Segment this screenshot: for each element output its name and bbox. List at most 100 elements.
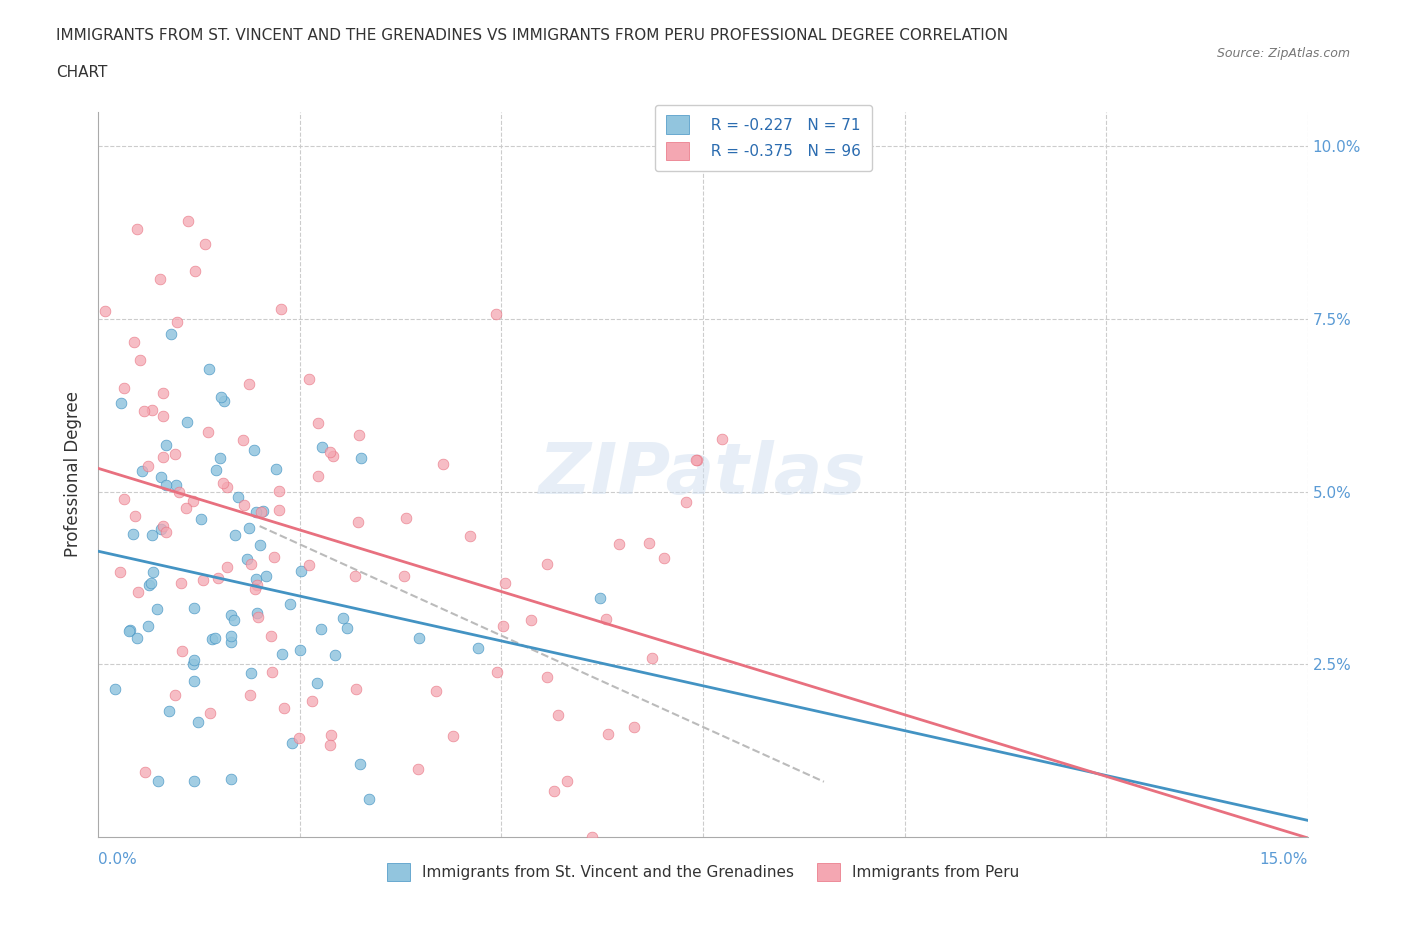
Point <box>157 704 180 719</box>
Point <box>183 601 205 616</box>
Point <box>197 424 219 439</box>
Point <box>136 618 159 633</box>
Point <box>232 432 254 447</box>
Point <box>245 505 267 520</box>
Point <box>155 478 177 493</box>
Point <box>194 236 217 251</box>
Point <box>108 565 131 579</box>
Point <box>125 631 148 645</box>
Point <box>547 707 569 722</box>
Point <box>675 494 697 509</box>
Point <box>128 352 150 367</box>
Point <box>652 551 675 565</box>
Point <box>319 738 342 753</box>
Point <box>686 452 709 467</box>
Point <box>596 726 619 741</box>
Point <box>460 529 482 544</box>
Point <box>152 450 174 465</box>
Point <box>332 611 354 626</box>
Point <box>240 666 263 681</box>
Text: 0.0%: 0.0% <box>98 852 138 867</box>
Point <box>311 622 333 637</box>
Point <box>138 458 160 473</box>
Point <box>557 774 579 789</box>
Y-axis label: Professional Degree: Professional Degree <box>65 392 83 557</box>
Point <box>212 476 235 491</box>
Point <box>623 720 645 735</box>
Point <box>167 485 190 499</box>
Point <box>200 705 222 720</box>
Point <box>249 538 271 552</box>
Point <box>166 314 188 329</box>
Point <box>637 535 659 550</box>
Point <box>125 221 148 236</box>
Point <box>246 605 269 620</box>
Point <box>209 451 232 466</box>
Point <box>204 631 226 645</box>
Point <box>138 578 160 592</box>
Point <box>322 448 344 463</box>
Point <box>307 469 329 484</box>
Point <box>118 623 141 638</box>
Point <box>323 647 346 662</box>
Point <box>240 557 263 572</box>
Point <box>301 694 323 709</box>
Point <box>172 644 194 658</box>
Point <box>149 522 172 537</box>
Point <box>177 213 200 228</box>
Point <box>252 503 274 518</box>
Point <box>710 432 733 446</box>
Point <box>122 334 145 349</box>
Text: IMMIGRANTS FROM ST. VINCENT AND THE GRENADINES VS IMMIGRANTS FROM PERU PROFESSIO: IMMIGRANTS FROM ST. VINCENT AND THE GREN… <box>56 28 1008 43</box>
Point <box>187 715 209 730</box>
Point <box>319 445 342 459</box>
Point <box>245 572 267 587</box>
Point <box>239 687 262 702</box>
Text: 15.0%: 15.0% <box>1260 852 1308 867</box>
Point <box>321 728 343 743</box>
Point <box>160 327 183 342</box>
Point <box>121 526 143 541</box>
Point <box>307 416 329 431</box>
Point <box>536 670 558 684</box>
Point <box>536 557 558 572</box>
Point <box>215 480 238 495</box>
Point <box>207 571 229 586</box>
Point <box>432 457 454 472</box>
Point <box>267 502 290 517</box>
Point <box>485 665 508 680</box>
Point <box>146 773 169 788</box>
Point <box>131 464 153 479</box>
Point <box>191 573 214 588</box>
Text: CHART: CHART <box>56 65 108 80</box>
Point <box>392 568 415 583</box>
Point <box>395 511 418 525</box>
Point <box>238 521 260 536</box>
Point <box>176 415 198 430</box>
Point <box>336 620 359 635</box>
Point <box>305 675 328 690</box>
Point <box>217 560 239 575</box>
Point <box>134 403 156 418</box>
Point <box>249 505 271 520</box>
Point <box>209 390 232 405</box>
Point <box>169 576 191 591</box>
Legend: Immigrants from St. Vincent and the Grenadines, Immigrants from Peru: Immigrants from St. Vincent and the Gren… <box>381 857 1025 887</box>
Point <box>205 462 228 477</box>
Point <box>201 631 224 646</box>
Point <box>224 527 246 542</box>
Point <box>270 302 292 317</box>
Point <box>271 646 294 661</box>
Point <box>221 629 243 644</box>
Point <box>254 569 277 584</box>
Point <box>595 611 617 626</box>
Point <box>263 550 285 565</box>
Point <box>238 377 260 392</box>
Text: Source: ZipAtlas.com: Source: ZipAtlas.com <box>1216 46 1350 60</box>
Point <box>181 656 204 671</box>
Point <box>165 477 187 492</box>
Point <box>219 634 242 649</box>
Point <box>543 784 565 799</box>
Point <box>287 731 309 746</box>
Point <box>112 380 135 395</box>
